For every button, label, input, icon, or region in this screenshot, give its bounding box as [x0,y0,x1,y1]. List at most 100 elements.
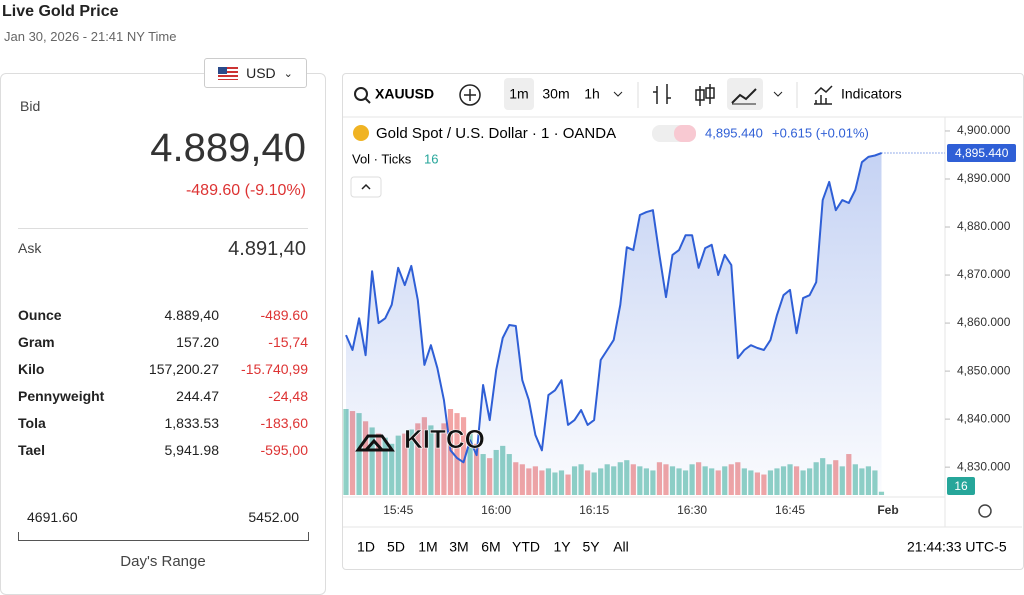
x-tick-label: 16:15 [579,503,609,517]
volume-label: 16 [954,479,968,493]
unit-change: -24,48 [268,388,308,404]
legend-change: +0.615 (+0.01%) [772,125,869,140]
timestamp: Jan 30, 2026 - 21:41 NY Time [4,29,177,44]
unit-name: Gram [18,334,55,350]
range-bar [18,532,309,541]
x-tick-label: Feb [877,503,898,517]
volume-legend-value: 16 [424,151,438,166]
interval[interactable]: 1m [509,86,528,102]
symbol-icon [353,125,369,141]
candles-icon[interactable] [695,84,715,106]
bid-value: 4.889,40 [150,126,306,170]
interval-active [504,78,534,110]
period-button[interactable]: 1D [357,539,375,555]
y-tick-label: 4,870.000 [957,267,1011,281]
unit-price: 1,833.53 [164,415,220,431]
collapse-button[interactable] [350,176,382,198]
compare-icon [464,89,476,101]
legend-price: 4,895.440 [705,125,763,140]
collapse-icon [361,183,371,190]
period-button[interactable]: 6M [481,539,500,555]
unit-row: Pennyweight 244.47 -24,48 [18,388,308,408]
unit-name: Tola [18,415,46,431]
period-button[interactable]: YTD [512,539,540,555]
volume-bar [454,413,460,495]
y-tick-label: 4,900.000 [957,123,1011,137]
period-button[interactable]: 5D [387,539,405,555]
x-tick-label: 16:45 [775,503,805,517]
unit-change: -489.60 [260,307,308,323]
period-button[interactable]: 3M [449,539,468,555]
clock: 21:44:33 UTC-5 [907,539,1007,555]
unit-change: -183,60 [260,415,308,431]
divider [18,228,308,229]
unit-name: Ounce [18,307,62,323]
interval-menu[interactable] [613,91,623,97]
ask-value: 4.891,40 [228,238,306,260]
y-tick-label: 4,880.000 [957,219,1011,233]
unit-change: -15.740,99 [241,361,308,377]
y-tick-label: 4,890.000 [957,171,1011,185]
symbol[interactable]: XAUUSD [375,86,434,102]
range-label: Day's Range [120,553,206,570]
y-tick-label: 4,860.000 [957,315,1011,329]
unit-change: -595,00 [260,442,308,458]
period-button[interactable]: 1M [418,539,437,555]
compare-button[interactable] [459,84,481,106]
watermark-logo [355,434,395,452]
unit-price: 157,200.27 [148,361,219,377]
period-button[interactable]: All [613,539,629,555]
interval[interactable]: 1h [584,86,600,102]
indicators[interactable]: Indicators [841,86,902,102]
volume-legend: Vol · Ticks [352,151,412,166]
period-button[interactable]: 1Y [553,539,571,555]
volume-bar [460,417,467,495]
price-label-box [947,144,1016,162]
unit-change: -15,74 [268,334,308,350]
unit-row: Gram 157.20 -15,74 [18,334,308,354]
page: {"header": {"title": "Live Gold Price", … [0,3,1024,595]
bid-change: -489.60 (-9.10%) [185,182,306,199]
interval[interactable]: 30m [542,86,569,102]
bid-label: Bid [20,98,41,114]
unit-name: Pennyweight [18,388,105,404]
currency-select[interactable]: USD ⌄ [204,58,307,88]
legend-name: Gold Spot / U.S. Dollar · 1 · OANDA [376,125,616,142]
unit-row: Tael 5,941.98 -595,00 [18,442,308,462]
volume-label-box [947,477,975,495]
unit-price: 5,941.98 [164,442,220,458]
title: Live Gold Price [2,3,119,20]
bars-icon[interactable] [653,84,671,104]
currency: USD [246,65,276,81]
style-active [727,78,763,110]
y-tick-label: 4,840.000 [957,411,1011,425]
y-tick-label: 4,850.000 [957,363,1011,377]
range-low: 4691.60 [27,509,78,525]
unit-row: Tola 1,833.53 -183,60 [18,415,308,435]
unit-name: Kilo [18,361,45,377]
period-button[interactable]: 5Y [582,539,600,555]
x-tick-label: 16:00 [481,503,511,517]
indicators-icon[interactable] [814,85,833,105]
unit-price: 244.47 [176,388,219,404]
search-icon [364,97,371,104]
unit-price: 157.20 [176,334,219,350]
chart: XAUUSD 1m 30m 1h Indicators Gold Spot / … [343,78,1022,555]
x-tick-label: 16:30 [677,503,707,517]
status-pill [674,125,696,142]
unit-price: 4.889,40 [164,307,220,323]
y-tick-label: 4,830.000 [957,459,1011,473]
search-icon[interactable] [354,87,368,101]
unit-name: Tael [18,442,45,458]
x-tick-label: 15:45 [383,503,413,517]
style-menu[interactable] [773,91,783,97]
area [346,153,882,495]
area-icon[interactable] [731,88,757,104]
ask-label: Ask [18,240,42,256]
unit-row: Ounce 4.889,40 -489.60 [18,307,308,327]
range-high: 5452.00 [248,509,299,525]
price-label: 4,895.440 [955,146,1009,160]
watermark: KITCO [404,424,485,454]
unit-row: Kilo 157,200.27 -15.740,99 [18,361,308,381]
settings-button[interactable] [978,504,992,518]
